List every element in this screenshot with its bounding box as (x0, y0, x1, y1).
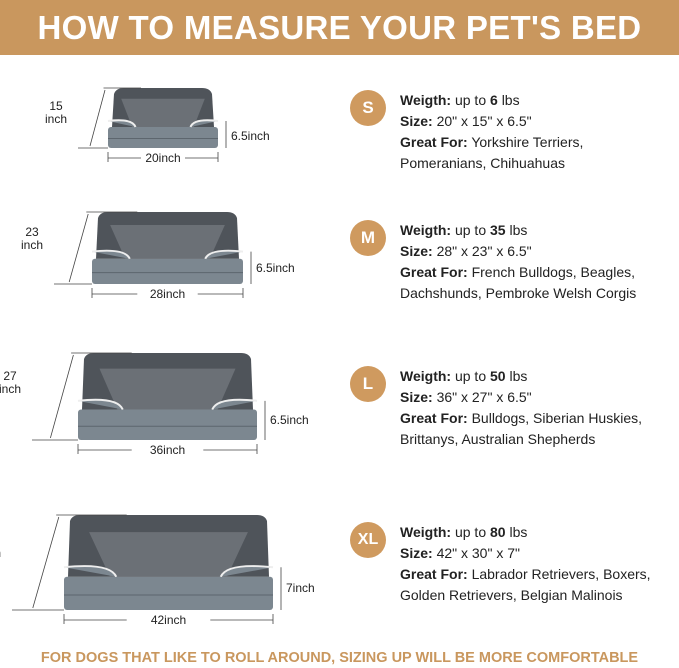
bed-bolster (68, 515, 269, 577)
bed-bolster (112, 88, 214, 127)
depth-value: 15 (49, 99, 63, 113)
depth-value: 23 (25, 225, 39, 240)
weight-prefix: up to (454, 92, 487, 108)
size-badge: M (350, 220, 386, 256)
weight-value: 80 (490, 524, 506, 540)
width-dimension: 36inch (149, 443, 186, 457)
weight-value: 35 (490, 222, 506, 238)
height-dimension: 6.5inch (270, 412, 309, 427)
great-for-line1: French Bulldogs, Beagles, (471, 264, 636, 280)
weight-label: Weigth: (400, 92, 452, 108)
size-info: Weigth: up to 35 lbs Size: 28" x 23" x 6… (400, 220, 636, 304)
depth-dimension: 15 inch (34, 100, 78, 126)
bed-cushion (121, 98, 205, 127)
bed-base (64, 576, 273, 610)
width-dimension: 20inch (145, 151, 181, 165)
width-dimension: 28inch (149, 287, 186, 301)
weight-label: Weigth: (400, 524, 452, 540)
bed-cushion (89, 532, 248, 577)
header-banner: HOW TO MEASURE YOUR PET'S BED (0, 0, 679, 55)
size-label: Size: (400, 545, 433, 561)
depth-unit: inch (44, 112, 67, 126)
size-label: Size: (400, 113, 433, 129)
great-for-label: Great For: (400, 134, 468, 150)
weight-unit: lbs (509, 222, 528, 238)
great-for-line2: Golden Retrievers, Belgian Malinois (400, 587, 623, 603)
weight-unit: lbs (501, 92, 520, 108)
bed-base (78, 409, 257, 440)
depth-unit: inch (0, 547, 12, 560)
great-for-label: Great For: (400, 264, 468, 280)
great-for-line2: Dachshunds, Pembroke Welsh Corgis (400, 285, 637, 301)
footer-note: FOR DOGS THAT LIKE TO ROLL AROUND, SIZIN… (40, 650, 639, 666)
great-for-line1: Bulldogs, Siberian Huskies, (471, 410, 642, 426)
weight-label: Weigth: (400, 222, 452, 238)
height-dimension: 6.5inch (231, 129, 270, 143)
size-label: Size: (400, 389, 433, 405)
great-for-line2: Pomeranians, Chihuahuas (400, 155, 565, 171)
size-value: 42" x 30" x 7" (436, 545, 520, 561)
bed-cushion (99, 368, 236, 410)
size-badge: L (350, 366, 386, 402)
size-value: 20" x 15" x 6.5" (436, 113, 532, 129)
great-for-label: Great For: (400, 410, 468, 426)
weight-unit: lbs (509, 524, 528, 540)
depth-dimension: 27 inch (0, 370, 32, 396)
bed-cushion (110, 224, 225, 259)
depth-value: 27 (3, 369, 17, 384)
depth-unit: inch (0, 382, 21, 397)
page-title: HOW TO MEASURE YOUR PET'S BED (37, 8, 642, 46)
great-for-line1: Yorkshire Terriers, (471, 134, 584, 150)
depth-value: 30 (0, 534, 12, 547)
weight-label: Weigth: (400, 368, 452, 384)
depth-dimension: 23 inch (10, 226, 54, 252)
weight-value: 50 (490, 368, 506, 384)
weight-prefix: up to (454, 524, 487, 540)
weight-unit: lbs (509, 368, 528, 384)
size-value: 28" x 23" x 6.5" (436, 243, 532, 259)
weight-value: 6 (490, 92, 498, 108)
size-info: Weigth: up to 6 lbs Size: 20" x 15" x 6.… (400, 90, 583, 174)
bed-base (108, 127, 218, 148)
height-dimension: 7inch (286, 580, 315, 595)
size-badge: XL (350, 522, 386, 558)
bed-bolster (82, 353, 253, 410)
depth-unit: inch (20, 238, 43, 253)
height-dimension: 6.5inch (256, 261, 295, 276)
bed-bolster (96, 212, 239, 259)
great-for-label: Great For: (400, 566, 468, 582)
depth-dimension: 30 inch (0, 534, 12, 560)
great-for-line1: Labrador Retrievers, Boxers, (471, 566, 651, 582)
great-for-line2: Brittanys, Australian Shepherds (400, 431, 596, 447)
weight-prefix: up to (454, 222, 487, 238)
width-dimension: 42inch (150, 613, 187, 627)
size-info: Weigth: up to 50 lbs Size: 36" x 27" x 6… (400, 366, 642, 450)
bed-base (92, 258, 243, 284)
size-label: Size: (400, 243, 433, 259)
size-value: 36" x 27" x 6.5" (436, 389, 532, 405)
weight-prefix: up to (454, 368, 487, 384)
size-info: Weigth: up to 80 lbs Size: 42" x 30" x 7… (400, 522, 651, 606)
size-badge: S (350, 90, 386, 126)
